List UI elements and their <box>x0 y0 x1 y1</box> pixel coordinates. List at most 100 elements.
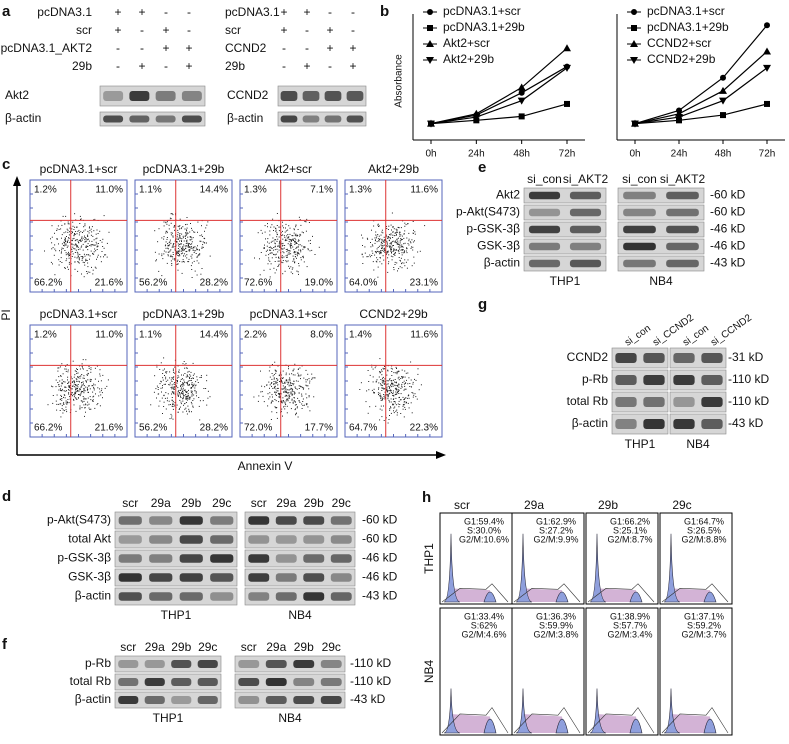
cell-dot <box>106 385 108 387</box>
hist-frame <box>659 607 733 736</box>
cell-dot <box>185 397 187 399</box>
cell-dot <box>185 391 187 393</box>
cell-dot <box>386 387 388 389</box>
cell-dot <box>265 254 267 256</box>
band <box>303 535 325 544</box>
cell-dot <box>64 268 66 269</box>
cell-dot <box>393 235 395 237</box>
cell-dot <box>414 231 416 233</box>
cell-dot <box>97 245 99 247</box>
cell-dot <box>372 368 374 370</box>
cell-dot <box>201 247 203 249</box>
cell-dot <box>187 395 189 397</box>
cell-dot <box>94 245 96 246</box>
cell-dot <box>382 398 384 400</box>
band <box>302 115 320 123</box>
cell-dot <box>154 375 156 377</box>
cell-dot <box>270 263 272 265</box>
column-label: 29b <box>598 498 618 512</box>
cell-dot <box>77 230 79 232</box>
cell-dot <box>390 234 392 236</box>
cell-dot <box>304 246 306 248</box>
cell-dot <box>190 390 192 392</box>
cell-dot <box>390 392 392 393</box>
cell-dot <box>160 380 162 382</box>
cell-dot <box>286 392 288 394</box>
cell-dot <box>195 392 197 394</box>
legend-label: pcDNA3.1+29b <box>647 20 729 34</box>
cell-dot <box>59 388 61 390</box>
cell-dot <box>277 387 279 389</box>
cell-dot <box>291 388 293 390</box>
cell-dot <box>401 235 403 237</box>
sign: + <box>162 41 169 55</box>
cell-dot <box>66 411 68 413</box>
cell-dot <box>387 390 389 392</box>
cell-dot <box>56 403 58 405</box>
cell-dot <box>278 236 280 238</box>
sign: - <box>351 5 355 19</box>
g2-peak <box>555 591 569 603</box>
cell-dot <box>59 261 61 262</box>
cell-dot <box>73 386 75 388</box>
cell-dot <box>268 259 270 261</box>
cell-dot <box>278 260 280 262</box>
cell-dot <box>177 377 178 379</box>
cell-dot <box>206 242 207 244</box>
cell-dot <box>172 251 174 253</box>
cell-dot <box>182 400 184 402</box>
cell-dot <box>73 381 75 383</box>
cell-dot <box>190 387 192 389</box>
cell-dot <box>204 230 205 232</box>
cell-dot <box>96 258 97 260</box>
cell-dot <box>71 243 73 245</box>
cell-dot <box>188 245 189 246</box>
cell-dot <box>396 414 398 416</box>
cell-dot <box>85 403 87 405</box>
cell-dot <box>406 252 408 254</box>
cell-dot <box>83 400 85 402</box>
column-label: 29a <box>524 498 544 512</box>
cell-dot <box>306 404 308 406</box>
protein-label: β-actin <box>75 589 111 603</box>
cell-dot <box>302 255 304 257</box>
protein-label: p-Akt(S473) <box>47 513 111 527</box>
cell-dot <box>80 390 82 392</box>
cell-dot <box>311 249 313 251</box>
cell-dot <box>285 390 287 392</box>
cell-dot <box>177 248 179 249</box>
lane-label: si_con <box>622 172 657 186</box>
cell-dot <box>400 238 402 240</box>
cell-dot <box>397 391 399 393</box>
cell-dot <box>162 258 164 260</box>
cell-dot <box>182 383 184 385</box>
cell-dot <box>278 257 280 259</box>
cell-dot <box>93 388 95 389</box>
cell-dot <box>390 380 392 382</box>
cell-dot <box>100 256 102 258</box>
condition-label: CCND2 <box>225 41 267 55</box>
cell-dot <box>185 240 187 242</box>
cell-dot <box>153 391 155 393</box>
cell-dot <box>396 243 398 245</box>
cell-dot <box>186 230 188 232</box>
cell-dot <box>172 403 173 405</box>
cell-dot <box>275 371 277 372</box>
cell-dot <box>172 418 174 420</box>
g1-peak <box>663 533 681 603</box>
cell-dot <box>414 393 416 395</box>
band <box>171 660 192 668</box>
cell-dot <box>199 377 201 378</box>
cell-dot <box>71 388 73 390</box>
cell-dot <box>196 395 197 397</box>
cell-dot <box>177 239 179 240</box>
quadrant-value: 8.0% <box>310 330 333 341</box>
cell-dot <box>404 406 406 408</box>
cell-dot <box>92 253 94 255</box>
cell-dot <box>399 246 401 248</box>
cell-dot <box>72 360 74 362</box>
y-axis-label: PI <box>0 309 13 320</box>
cell-dot <box>394 250 396 252</box>
cell-dot <box>289 239 291 241</box>
cell-dot <box>185 232 186 234</box>
